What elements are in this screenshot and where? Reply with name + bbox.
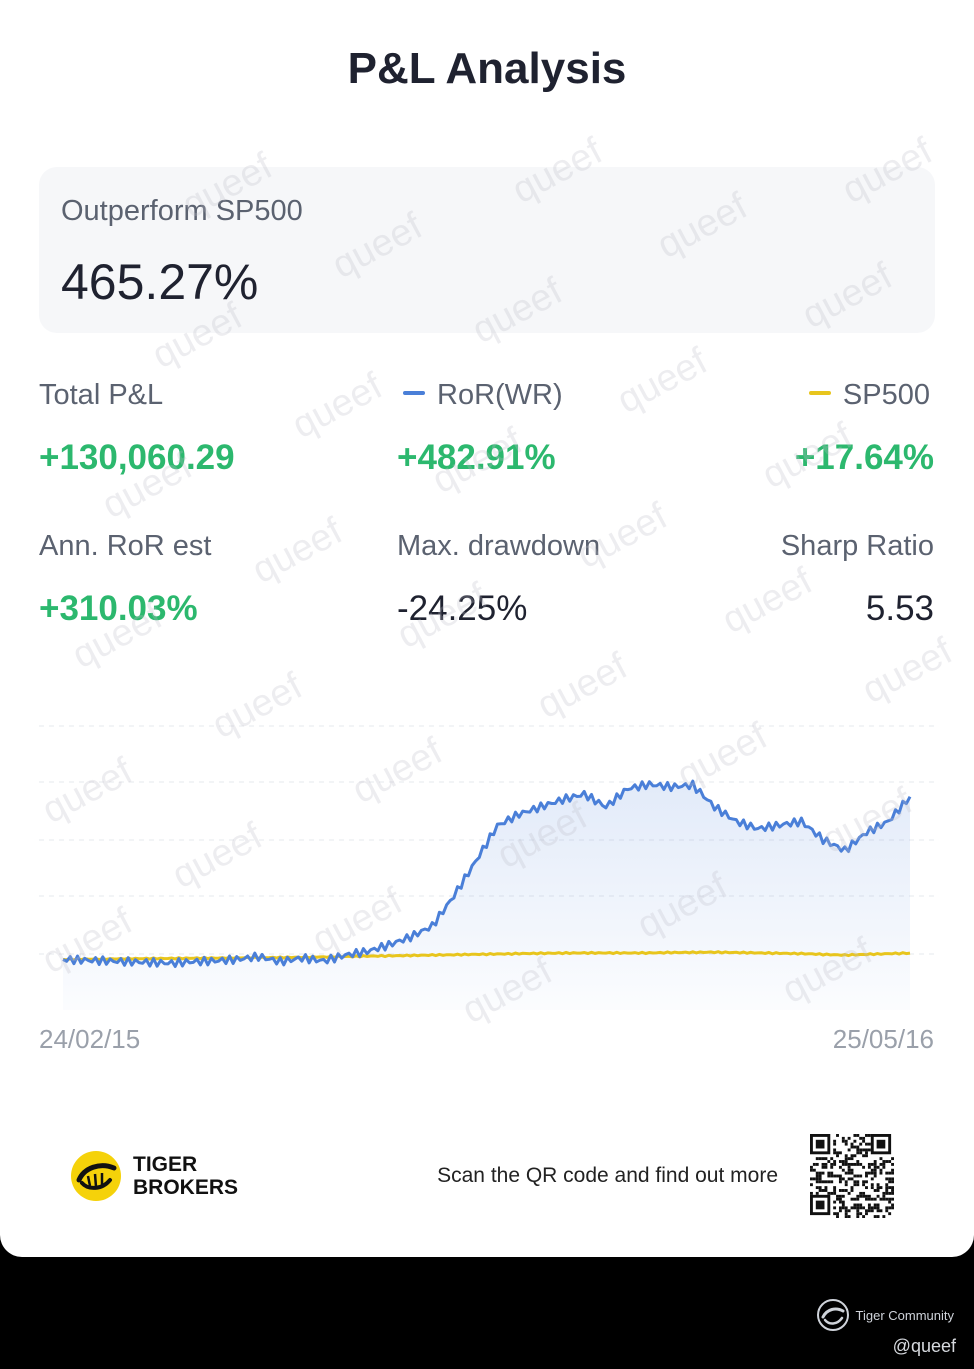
ror-wr-legend: RoR(WR) (403, 379, 563, 412)
sp500-value: +17.64% (794, 438, 934, 477)
ror-wr-line (62, 779, 912, 968)
page-title: P&L Analysis (347, 44, 627, 93)
watermark-text: queef (245, 510, 350, 592)
outperform-panel: Outperform SP500 465.27% (39, 167, 935, 333)
tiger-community-icon (816, 1299, 849, 1331)
sharp-ratio-value: 5.53 (865, 589, 934, 628)
brand-name: TIGER BROKERS (133, 1153, 238, 1199)
ror-wr-legend-swatch (403, 391, 425, 396)
tiger-community-badge: Tiger Community (816, 1298, 954, 1332)
watermark-text: queef (285, 365, 390, 447)
max-drawdown-label: Max. drawdown (397, 530, 601, 562)
tiger-logo-icon (71, 1151, 121, 1201)
total-pl-label: Total P&L (39, 379, 164, 411)
watermark-text: queef (715, 560, 820, 642)
brand-line-2: BROKERS (133, 1176, 239, 1199)
sharp-ratio-label: Sharp Ratio (780, 530, 934, 562)
watermark-text: queef (610, 340, 715, 422)
outperform-label: Outperform SP500 (61, 195, 303, 227)
pl-line-chart (39, 725, 935, 1010)
ror-wr-label: RoR(WR) (437, 379, 563, 411)
qr-code-icon[interactable] (810, 1134, 894, 1218)
sp500-legend-swatch (808, 391, 831, 396)
pl-analysis-card: P&L Analysis Outperform SP500 465.27% To… (0, 0, 974, 1257)
sp500-legend: SP500 (808, 379, 930, 412)
ann-ror-label: Ann. RoR est (39, 530, 212, 562)
total-pl-value: +130,060.29 (39, 438, 235, 477)
max-drawdown-value: -24.25% (397, 589, 528, 628)
outperform-value: 465.27% (61, 254, 259, 310)
ann-ror-value: +310.03% (39, 589, 198, 628)
community-label: Tiger Community (855, 1307, 954, 1323)
sp500-label: SP500 (842, 379, 930, 411)
user-handle: @queef (892, 1336, 956, 1356)
brand-line-1: TIGER (133, 1153, 198, 1176)
x-axis-start-label: 24/02/15 (39, 1024, 141, 1054)
ror-wr-value: +482.91% (397, 438, 556, 477)
scan-qr-text: Scan the QR code and find out more (437, 1164, 778, 1187)
x-axis-end-label: 25/05/16 (832, 1024, 934, 1054)
